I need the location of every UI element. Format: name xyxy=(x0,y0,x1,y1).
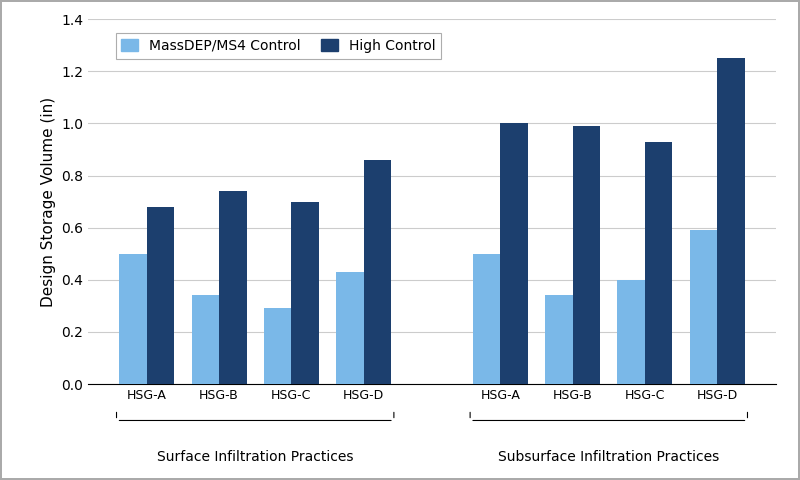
Bar xyxy=(219,191,246,384)
Text: Subsurface Infiltration Practices: Subsurface Infiltration Practices xyxy=(498,450,719,464)
Bar xyxy=(364,160,391,384)
Bar xyxy=(618,280,645,384)
Bar xyxy=(191,295,219,384)
Bar xyxy=(500,123,528,384)
Bar xyxy=(291,202,319,384)
Y-axis label: Design Storage Volume (in): Design Storage Volume (in) xyxy=(41,96,55,307)
Bar xyxy=(573,126,600,384)
Bar xyxy=(147,207,174,384)
Bar xyxy=(336,272,364,384)
Bar xyxy=(545,295,573,384)
Text: Surface Infiltration Practices: Surface Infiltration Practices xyxy=(157,450,354,464)
Bar xyxy=(119,254,147,384)
Legend: MassDEP/MS4 Control, High Control: MassDEP/MS4 Control, High Control xyxy=(115,34,442,59)
Bar xyxy=(473,254,500,384)
Bar xyxy=(264,309,291,384)
Bar xyxy=(717,58,745,384)
Bar xyxy=(645,142,673,384)
Bar xyxy=(690,230,717,384)
